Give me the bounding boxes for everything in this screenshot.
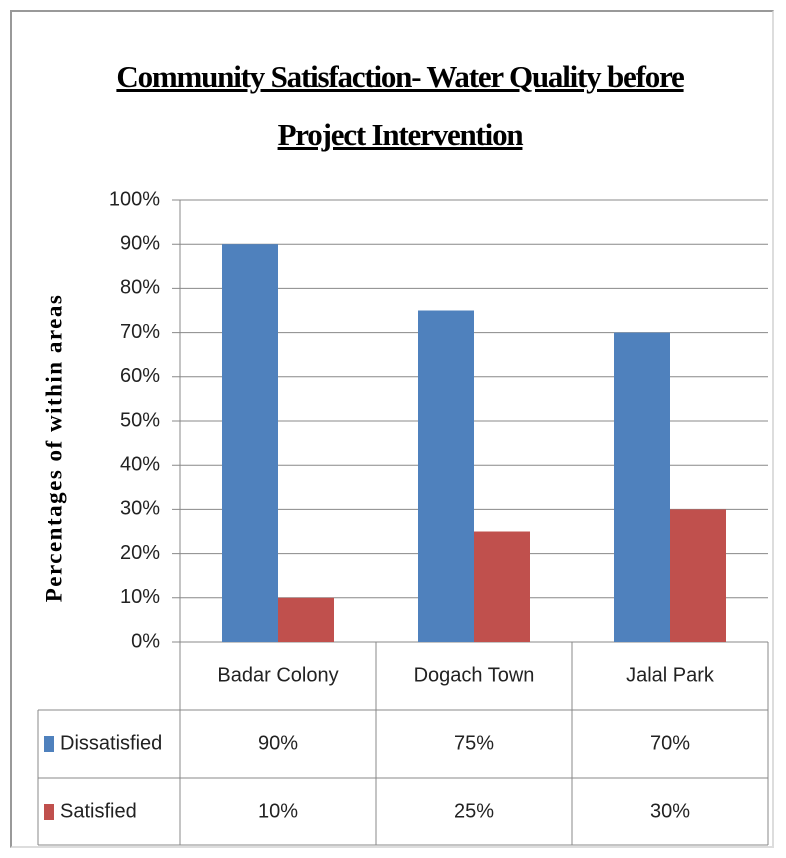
- y-tick-label: 40%: [120, 453, 160, 475]
- y-tick-label: 0%: [131, 630, 160, 652]
- legend-swatch: [44, 804, 54, 820]
- legend-swatch: [44, 736, 54, 752]
- table-value: 70%: [650, 732, 690, 754]
- table-value: 75%: [454, 732, 494, 754]
- bar: [670, 509, 726, 642]
- legend-label: Satisfied: [60, 800, 137, 822]
- x-tick-label: Dogach Town: [414, 664, 535, 686]
- y-tick-label: 60%: [120, 365, 160, 387]
- x-tick-label: Jalal Park: [626, 664, 715, 686]
- bar: [614, 332, 670, 642]
- y-tick-label: 30%: [120, 498, 160, 520]
- legend-label: Dissatisfied: [60, 732, 162, 754]
- y-tick-label: 80%: [120, 277, 160, 299]
- bar: [222, 244, 278, 642]
- y-axis-label: Percentages of within areas: [41, 294, 66, 603]
- table-value: 30%: [650, 800, 690, 822]
- bar: [474, 531, 530, 642]
- bar: [278, 597, 334, 642]
- table-value: 25%: [454, 800, 494, 822]
- y-tick-label: 20%: [120, 542, 160, 564]
- y-tick-label: 90%: [120, 232, 160, 254]
- chart-title: Community Satisfaction- Water Quality be…: [116, 59, 684, 152]
- y-tick-label: 50%: [120, 409, 160, 431]
- x-tick-label: Badar Colony: [217, 664, 338, 686]
- y-tick-label: 10%: [120, 586, 160, 608]
- y-tick-label: 100%: [109, 188, 160, 210]
- bar: [418, 310, 474, 642]
- y-tick-label: 70%: [120, 321, 160, 343]
- table-value: 10%: [258, 800, 298, 822]
- frame: [10, 10, 774, 848]
- table-value: 90%: [258, 732, 298, 754]
